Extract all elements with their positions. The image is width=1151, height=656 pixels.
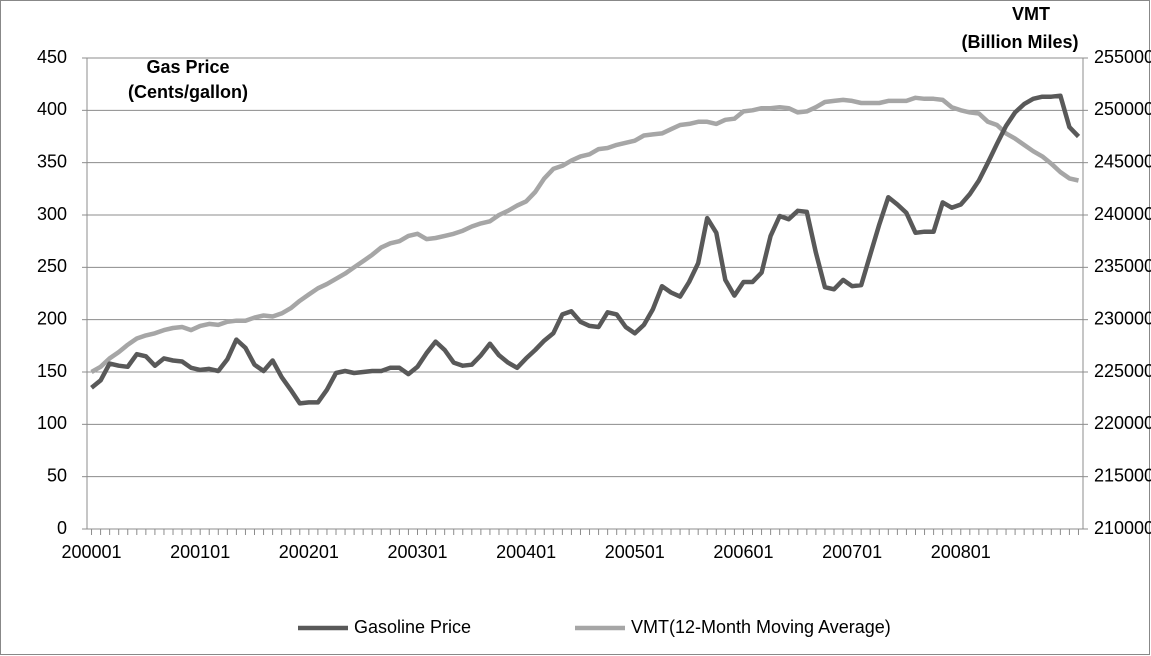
y2-tick-label: 215000 xyxy=(1094,465,1151,485)
y2-tick-label: 240000 xyxy=(1094,204,1151,224)
legend-label: VMT(12-Month Moving Average) xyxy=(631,617,891,637)
x-tick-label: 200701 xyxy=(822,542,882,562)
y-tick-label: 350 xyxy=(37,151,67,171)
y-tick-label: 250 xyxy=(37,256,67,276)
y-tick-label: 200 xyxy=(37,308,67,328)
y-tick-label: 150 xyxy=(37,361,67,381)
y-tick-label: 400 xyxy=(37,99,67,119)
y2-axis-title: (Billion Miles) xyxy=(962,32,1079,52)
y-tick-label: 0 xyxy=(57,518,67,538)
series-line xyxy=(90,95,1080,374)
x-tick-label: 200401 xyxy=(496,542,556,562)
x-tick-label: 200801 xyxy=(931,542,991,562)
y-tick-label: 50 xyxy=(47,465,67,485)
y2-tick-label: 230000 xyxy=(1094,308,1151,328)
x-tick-label: 200501 xyxy=(605,542,665,562)
y2-tick-label: 210000 xyxy=(1094,518,1151,538)
y2-tick-label: 220000 xyxy=(1094,413,1151,433)
y2-tick-label: 255000 xyxy=(1094,47,1151,67)
y2-axis-title: VMT xyxy=(1012,4,1050,24)
series-line xyxy=(90,93,1081,406)
x-tick-label: 200601 xyxy=(713,542,773,562)
y2-tick-label: 250000 xyxy=(1094,99,1151,119)
legend-label: Gasoline Price xyxy=(354,617,471,637)
y-tick-label: 100 xyxy=(37,413,67,433)
y2-tick-label: 235000 xyxy=(1094,256,1151,276)
x-tick-label: 200201 xyxy=(279,542,339,562)
x-tick-label: 200101 xyxy=(170,542,230,562)
x-tick-label: 200301 xyxy=(387,542,447,562)
y2-tick-label: 245000 xyxy=(1094,151,1151,171)
y-axis-title: Gas Price xyxy=(146,57,229,77)
y2-tick-label: 225000 xyxy=(1094,361,1151,381)
x-tick-label: 200001 xyxy=(61,542,121,562)
y-tick-label: 450 xyxy=(37,47,67,67)
y-tick-label: 300 xyxy=(37,204,67,224)
y-axis-title: (Cents/gallon) xyxy=(128,82,248,102)
